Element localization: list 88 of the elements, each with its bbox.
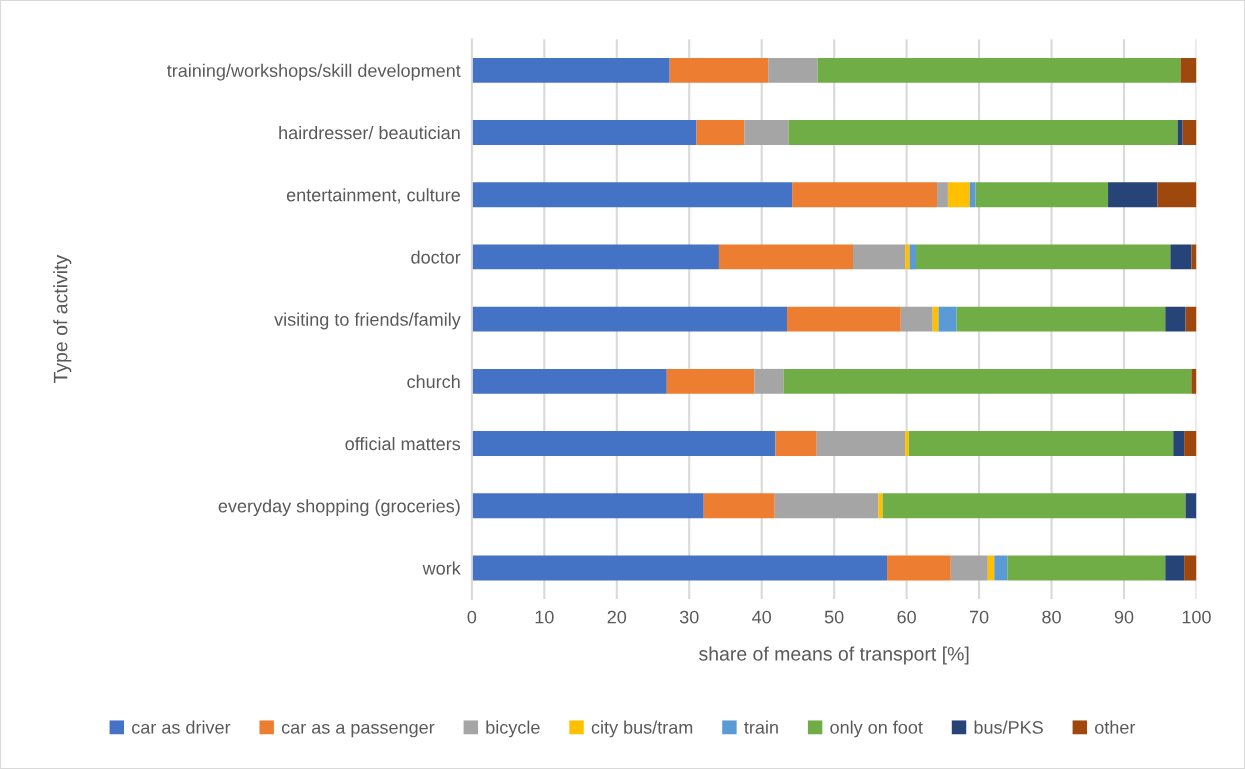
bar <box>1191 244 1197 270</box>
legend-label: bus/PKS <box>974 720 1043 734</box>
y-tick-label: official matters <box>345 437 461 451</box>
bar <box>471 120 697 145</box>
bar <box>852 244 906 270</box>
bar <box>878 493 883 519</box>
legend-label: city bus/tram <box>591 720 693 738</box>
bar <box>471 555 888 581</box>
bar <box>666 368 755 394</box>
bar <box>471 493 704 519</box>
bar <box>900 306 933 332</box>
bar <box>787 306 901 332</box>
bar <box>754 368 784 394</box>
y-axis-title: Type of activity <box>53 254 72 383</box>
legend-label: train <box>744 720 778 734</box>
bar <box>774 493 879 519</box>
y-tick-label: visiting to friends/family <box>274 312 461 330</box>
y-tick-label: training/workshops/skill development <box>166 63 461 81</box>
bar <box>916 244 1171 270</box>
bar <box>1185 306 1197 332</box>
bar <box>783 368 1192 394</box>
x-tick-label: 20 <box>607 610 627 624</box>
bar <box>816 431 906 456</box>
bar <box>947 182 970 208</box>
bar <box>975 182 1109 208</box>
bar <box>1157 182 1197 208</box>
bar <box>788 120 1178 145</box>
bar <box>1184 555 1197 581</box>
y-tick-label: everyday shopping (groceries) <box>218 499 460 517</box>
bar <box>950 555 988 581</box>
y-tick-label: church <box>407 374 460 389</box>
legend-label: bicycle <box>486 720 540 738</box>
legend-label: car as driver <box>132 720 231 734</box>
bar <box>768 57 818 83</box>
y-tick-label: doctor <box>411 250 461 264</box>
bar <box>471 306 788 332</box>
bar <box>471 182 793 208</box>
legend-label: only on foot <box>830 720 923 738</box>
bar <box>956 306 1166 332</box>
bar <box>937 182 948 208</box>
bar <box>471 244 719 270</box>
bar <box>909 244 917 270</box>
bar <box>792 182 938 208</box>
bar <box>775 431 817 456</box>
legend-label: other <box>1095 720 1136 734</box>
bar <box>471 368 667 394</box>
bar <box>1108 182 1158 208</box>
x-tick-label: 10 <box>535 610 554 624</box>
y-tick-label: entertainment, culture <box>286 188 460 204</box>
bar <box>718 244 853 270</box>
bar <box>938 306 957 332</box>
bar <box>1165 555 1185 581</box>
bar <box>817 57 1181 83</box>
bar <box>887 555 951 581</box>
bar <box>1184 431 1197 456</box>
bar <box>1177 120 1183 145</box>
bar <box>703 493 775 519</box>
x-tick-label: 30 <box>679 610 699 624</box>
bar <box>696 120 745 145</box>
x-tick-label: 90 <box>1114 610 1134 624</box>
y-tick-label: hairdresser/ beautician <box>279 125 460 140</box>
bar <box>471 57 670 83</box>
bar <box>744 120 789 145</box>
x-tick-label: 60 <box>897 610 916 624</box>
bar <box>1182 120 1197 145</box>
bar <box>1007 555 1166 581</box>
bar <box>994 555 1008 581</box>
x-tick-label: 70 <box>969 610 989 624</box>
bar <box>1173 431 1185 456</box>
x-tick-label: 100 <box>1182 610 1211 624</box>
x-tick-label: 50 <box>824 610 844 624</box>
bar <box>1191 368 1197 394</box>
y-tick-label: work <box>422 561 461 575</box>
bar <box>905 431 909 456</box>
bar <box>471 431 776 456</box>
bar <box>905 244 910 270</box>
x-tick-label: 40 <box>752 610 772 624</box>
bar <box>1165 306 1186 332</box>
bar <box>882 493 1186 519</box>
x-axis-title: share of means of transport [%] <box>699 646 969 665</box>
bar <box>1185 493 1197 519</box>
legend-label: car as a passenger <box>281 723 435 738</box>
bar <box>669 57 769 83</box>
bar <box>908 431 1174 456</box>
bar <box>1170 244 1192 270</box>
x-tick-label: 0 <box>467 610 477 624</box>
bar <box>1180 57 1197 83</box>
x-tick-label: 80 <box>1042 610 1061 624</box>
